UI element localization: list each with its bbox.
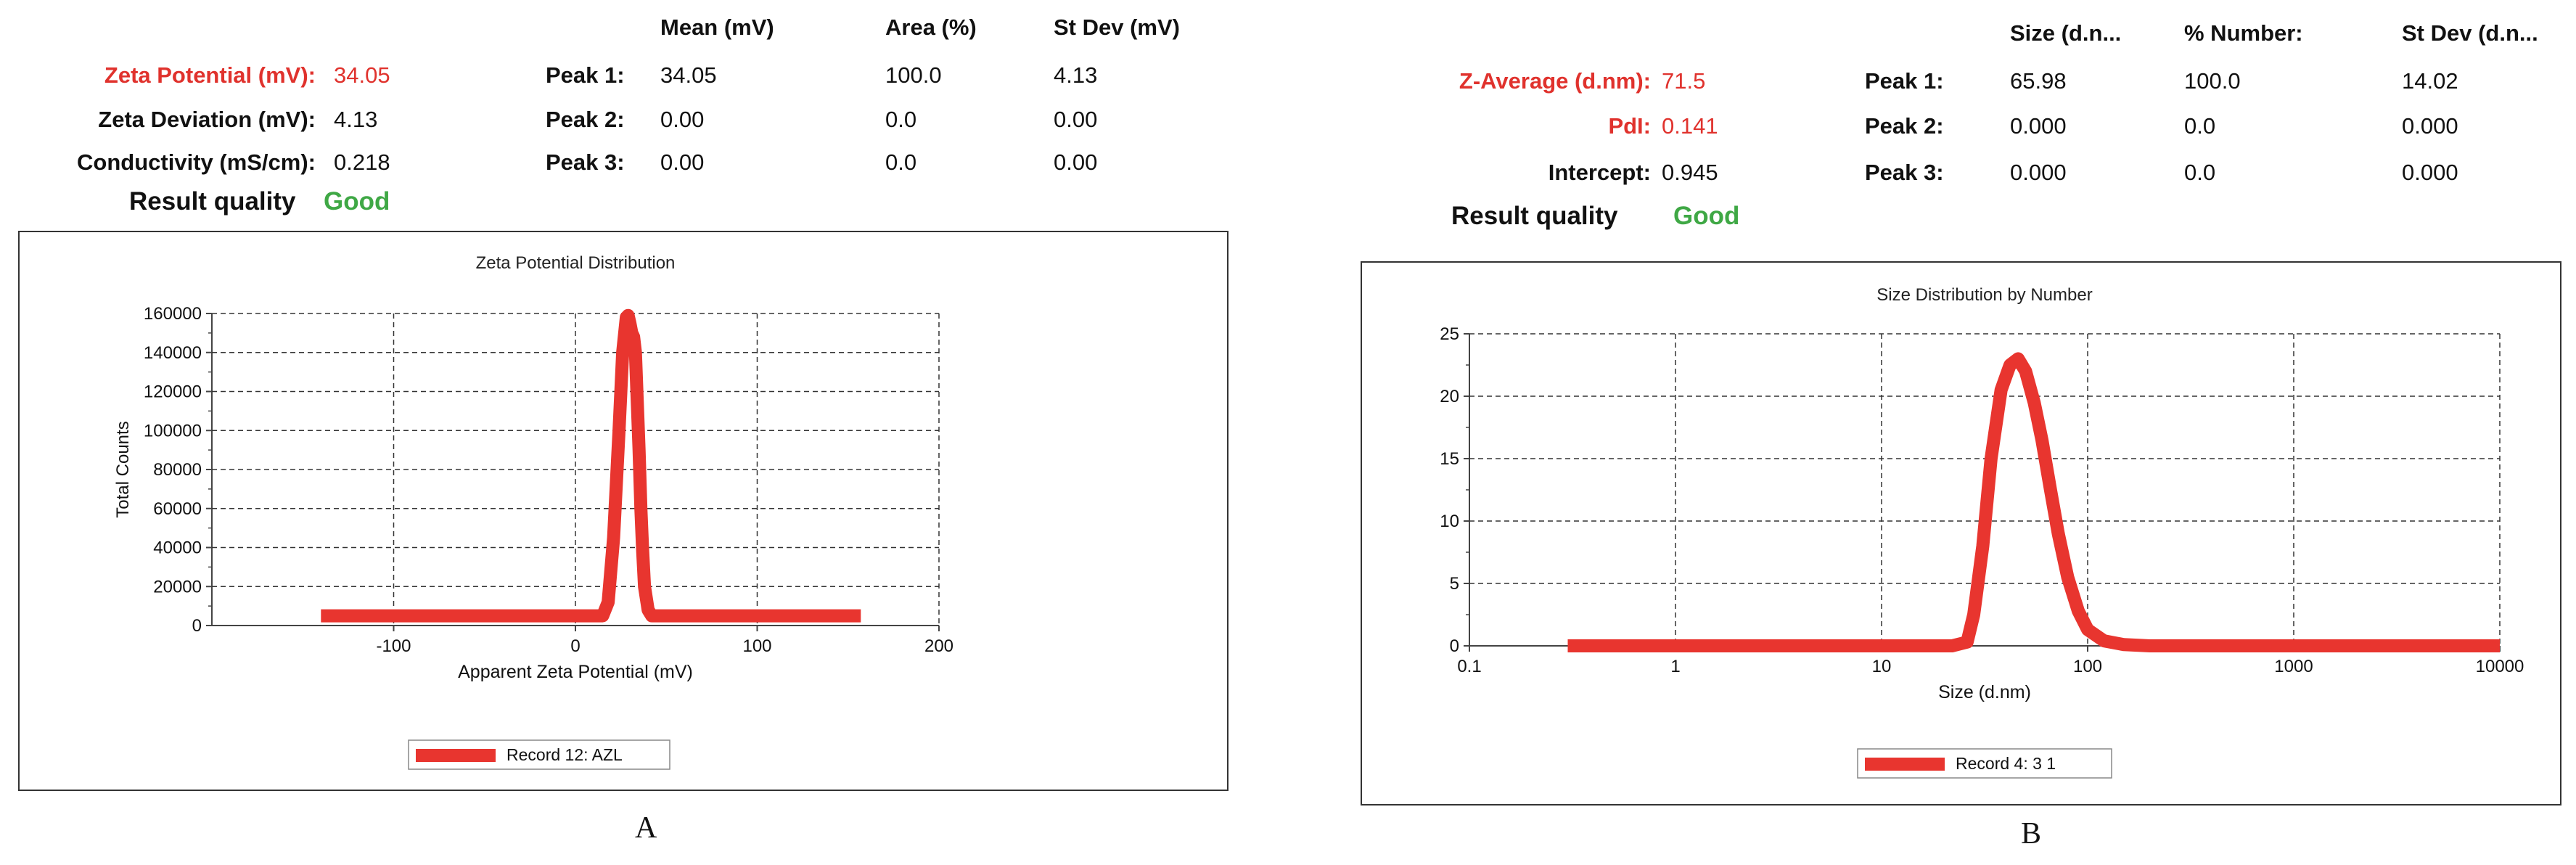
chart-title: Size Distribution by Number <box>1876 285 2092 305</box>
z-average-label: Z-Average (d.nm): <box>1459 68 1651 94</box>
y-axis-label: Total Counts <box>113 421 133 517</box>
peak1-label: Peak 1: <box>546 62 625 88</box>
y-tick-label: 140000 <box>144 343 202 363</box>
peak2-size: 0.000 <box>2010 113 2067 139</box>
peak2-stdev: 0.00 <box>1054 107 1098 132</box>
peak2-number: 0.0 <box>2184 113 2216 139</box>
chart-frame-b: Size Distribution by Number 0 5 10 15 20 25 0.1… <box>1361 261 2561 805</box>
x-tick-label: 100 <box>2073 657 2102 676</box>
peak2-label: Peak 2: <box>1865 113 1944 139</box>
legend-swatch <box>1865 758 1945 771</box>
peak2-area: 0.0 <box>885 107 917 132</box>
header-col1: Size (d.n... <box>2010 20 2122 46</box>
x-tick-label: 0 <box>570 636 580 656</box>
x-axis-label: Apparent Zeta Potential (mV) <box>458 662 693 682</box>
x-tick-label: 0.1 <box>1457 657 1481 676</box>
pdi-value: 0.141 <box>1662 113 1718 139</box>
data-series-line <box>1567 352 2500 652</box>
peak1-stdev: 14.02 <box>2402 68 2458 94</box>
x-tick-label: -100 <box>376 636 411 656</box>
header-col3: St Dev (d.n... <box>2402 20 2538 46</box>
y-tick-label: 120000 <box>144 382 202 402</box>
chart-frame-a: Zeta Potential Distribution 0 20000 40000 60… <box>18 231 1228 791</box>
x-tick-label: 10000 <box>2476 657 2524 676</box>
x-tick-label: 10 <box>1872 657 1892 676</box>
legend-label: Record 12: AZL <box>506 745 623 764</box>
y-tick-label: 20000 <box>153 577 202 597</box>
z-average-value: 71.5 <box>1662 68 1706 94</box>
zeta-deviation-label: Zeta Deviation (mV): <box>98 107 316 132</box>
conductivity-value: 0.218 <box>334 149 390 175</box>
y-tick-label: 0 <box>1450 636 1459 656</box>
intercept-label: Intercept: <box>1548 160 1651 185</box>
peak2-mean: 0.00 <box>660 107 705 132</box>
panel-caption-a: A <box>635 811 657 845</box>
x-tick-label: 1000 <box>2274 657 2313 676</box>
y-tick-label: 5 <box>1450 574 1459 594</box>
y-tick-label: 20 <box>1440 387 1459 406</box>
zeta-deviation-value: 4.13 <box>334 107 378 132</box>
peak1-number: 100.0 <box>2184 68 2241 94</box>
header-col2: % Number: <box>2184 20 2303 46</box>
result-quality-label: Result quality <box>129 187 296 216</box>
peak1-stdev: 4.13 <box>1054 62 1098 88</box>
intercept-value: 0.945 <box>1662 160 1718 185</box>
y-tick-label: 0 <box>192 616 202 636</box>
y-tick-label: 15 <box>1440 449 1459 469</box>
peak3-label: Peak 3: <box>1865 160 1944 185</box>
y-tick-label: 160000 <box>144 304 202 324</box>
zeta-potential-chart: Zeta Potential Distribution 0 20000 40000 60… <box>113 253 953 770</box>
header-col1: Mean (mV) <box>660 15 774 40</box>
peak3-number: 0.0 <box>2184 160 2216 185</box>
header-col3: St Dev (mV) <box>1054 15 1180 40</box>
peak1-label: Peak 1: <box>1865 68 1944 94</box>
peak2-label: Peak 2: <box>546 107 625 132</box>
panel-b: Size (d.n... % Number: St Dev (d.n... Z-… <box>1288 0 2576 865</box>
y-tick-label: 100000 <box>144 421 202 440</box>
peak3-area: 0.0 <box>885 149 917 175</box>
y-tick-label: 60000 <box>153 499 202 519</box>
peak2-stdev: 0.000 <box>2402 113 2458 139</box>
panel-a: Mean (mV) Area (%) St Dev (mV) Zeta Pote… <box>18 15 1228 845</box>
y-tick-label: 40000 <box>153 538 202 558</box>
conductivity-label: Conductivity (mS/cm): <box>77 149 316 175</box>
peak1-area: 100.0 <box>885 62 942 88</box>
peak3-stdev: 0.000 <box>2402 160 2458 185</box>
result-quality-value: Good <box>324 187 390 216</box>
legend-swatch <box>416 749 496 762</box>
header-col2: Area (%) <box>885 15 977 40</box>
chart-title: Zeta Potential Distribution <box>476 253 676 273</box>
result-quality-label: Result quality <box>1451 202 1618 230</box>
x-tick-label: 200 <box>924 636 953 656</box>
x-tick-label: 1 <box>1670 657 1680 676</box>
panel-caption-b: B <box>2021 817 2042 850</box>
pdi-label: PdI: <box>1608 113 1651 139</box>
x-tick-label: 100 <box>742 636 771 656</box>
peak1-mean: 34.05 <box>660 62 717 88</box>
data-series-line <box>321 308 861 623</box>
y-tick-label: 80000 <box>153 460 202 480</box>
zeta-potential-label: Zeta Potential (mV): <box>104 62 316 88</box>
x-axis-label: Size (d.nm) <box>1938 682 2031 702</box>
peak3-size: 0.000 <box>2010 160 2067 185</box>
peak3-stdev: 0.00 <box>1054 149 1098 175</box>
legend-label: Record 4: 3 1 <box>1956 754 2056 773</box>
zeta-potential-value: 34.05 <box>334 62 390 88</box>
peak3-label: Peak 3: <box>546 149 625 175</box>
y-tick-label: 25 <box>1440 324 1459 344</box>
result-quality-value: Good <box>1673 202 1740 230</box>
size-distribution-chart: Size Distribution by Number 0 5 10 15 20 25 0.1… <box>1440 285 2524 779</box>
peak1-size: 65.98 <box>2010 68 2067 94</box>
peak3-mean: 0.00 <box>660 149 705 175</box>
y-tick-label: 10 <box>1440 512 1459 531</box>
